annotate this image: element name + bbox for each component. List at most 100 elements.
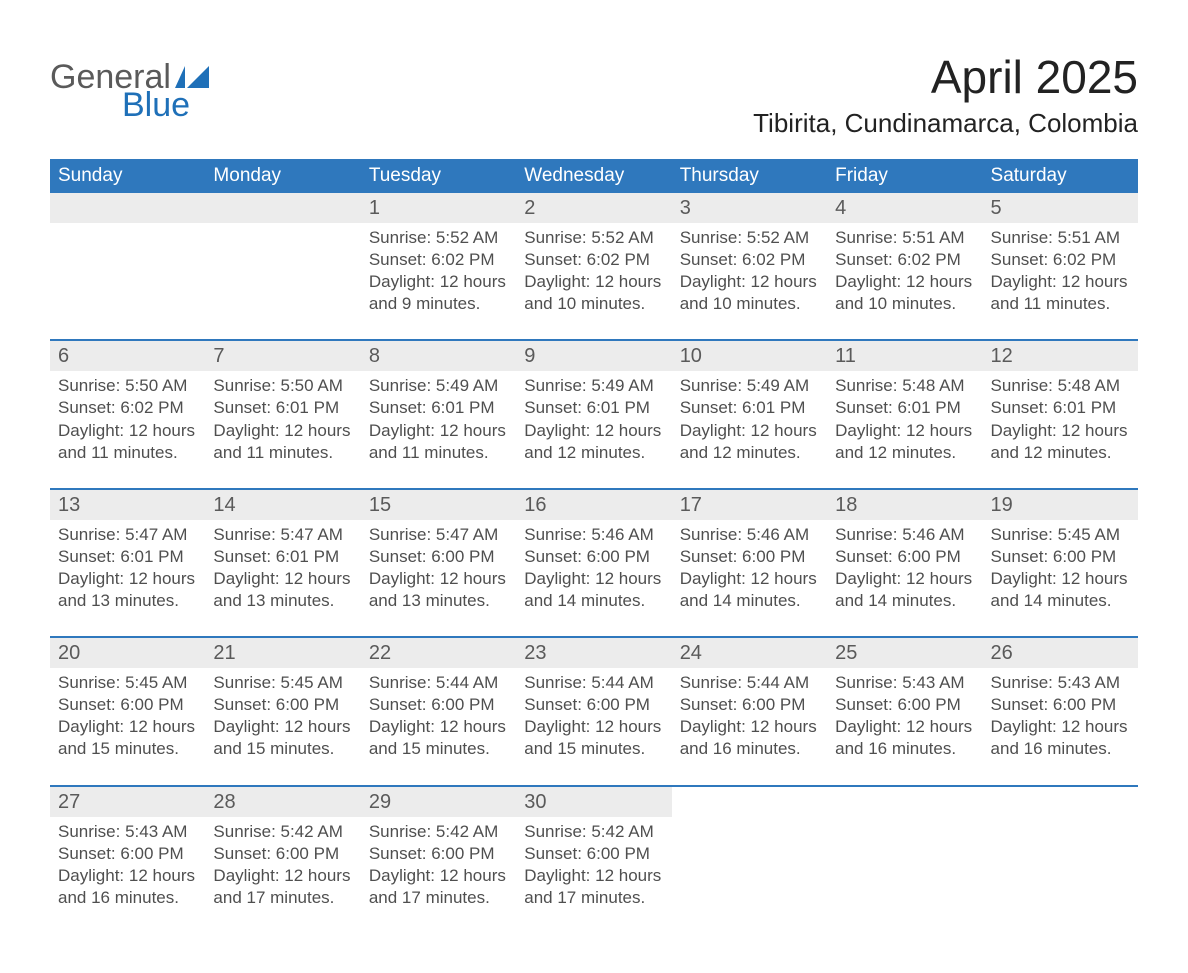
daylight-line: Daylight: 12 hours and 9 minutes.: [369, 271, 508, 315]
day-number: [205, 193, 360, 223]
weekday-header: Wednesday: [516, 159, 671, 193]
sunrise-line: Sunrise: 5:52 AM: [524, 227, 663, 249]
sunset-line: Sunset: 6:00 PM: [524, 694, 663, 716]
calendar-day-cell: 19Sunrise: 5:45 AMSunset: 6:00 PMDayligh…: [983, 489, 1138, 637]
daylight-line: Daylight: 12 hours and 12 minutes.: [991, 420, 1130, 464]
calendar-day-cell: 16Sunrise: 5:46 AMSunset: 6:00 PMDayligh…: [516, 489, 671, 637]
calendar-week-row: 20Sunrise: 5:45 AMSunset: 6:00 PMDayligh…: [50, 637, 1138, 785]
sunrise-line: Sunrise: 5:50 AM: [58, 375, 197, 397]
daylight-line: Daylight: 12 hours and 14 minutes.: [680, 568, 819, 612]
sunrise-line: Sunrise: 5:42 AM: [524, 821, 663, 843]
calendar-day-cell: 8Sunrise: 5:49 AMSunset: 6:01 PMDaylight…: [361, 340, 516, 488]
calendar-day-cell: 6Sunrise: 5:50 AMSunset: 6:02 PMDaylight…: [50, 340, 205, 488]
day-number: 10: [672, 341, 827, 371]
day-number: 23: [516, 638, 671, 668]
daylight-line: Daylight: 12 hours and 17 minutes.: [524, 865, 663, 909]
sunrise-line: Sunrise: 5:44 AM: [524, 672, 663, 694]
day-number: 19: [983, 490, 1138, 520]
calendar-week-row: 1Sunrise: 5:52 AMSunset: 6:02 PMDaylight…: [50, 193, 1138, 340]
day-number: 9: [516, 341, 671, 371]
sunrise-line: Sunrise: 5:43 AM: [835, 672, 974, 694]
sunset-line: Sunset: 6:01 PM: [58, 546, 197, 568]
sunrise-line: Sunrise: 5:43 AM: [991, 672, 1130, 694]
daylight-line: Daylight: 12 hours and 16 minutes.: [835, 716, 974, 760]
daylight-line: Daylight: 12 hours and 17 minutes.: [369, 865, 508, 909]
day-number: 18: [827, 490, 982, 520]
calendar-day-cell: 29Sunrise: 5:42 AMSunset: 6:00 PMDayligh…: [361, 786, 516, 933]
sunrise-line: Sunrise: 5:52 AM: [680, 227, 819, 249]
daylight-line: Daylight: 12 hours and 16 minutes.: [58, 865, 197, 909]
daylight-line: Daylight: 12 hours and 12 minutes.: [835, 420, 974, 464]
sunset-line: Sunset: 6:00 PM: [680, 546, 819, 568]
sunset-line: Sunset: 6:00 PM: [524, 546, 663, 568]
day-number: 20: [50, 638, 205, 668]
sunrise-line: Sunrise: 5:46 AM: [524, 524, 663, 546]
calendar-day-cell: 27Sunrise: 5:43 AMSunset: 6:00 PMDayligh…: [50, 786, 205, 933]
location: Tibirita, Cundinamarca, Colombia: [753, 108, 1138, 139]
day-number: 12: [983, 341, 1138, 371]
sunset-line: Sunset: 6:00 PM: [369, 843, 508, 865]
daylight-line: Daylight: 12 hours and 15 minutes.: [524, 716, 663, 760]
daylight-line: Daylight: 12 hours and 13 minutes.: [213, 568, 352, 612]
sunset-line: Sunset: 6:00 PM: [213, 694, 352, 716]
day-number: 5: [983, 193, 1138, 223]
sunrise-line: Sunrise: 5:49 AM: [524, 375, 663, 397]
sunset-line: Sunset: 6:00 PM: [991, 694, 1130, 716]
sunrise-line: Sunrise: 5:47 AM: [369, 524, 508, 546]
day-number: 2: [516, 193, 671, 223]
calendar-day-cell: 28Sunrise: 5:42 AMSunset: 6:00 PMDayligh…: [205, 786, 360, 933]
weekday-header: Tuesday: [361, 159, 516, 193]
weekday-header: Monday: [205, 159, 360, 193]
day-number: 16: [516, 490, 671, 520]
daylight-line: Daylight: 12 hours and 15 minutes.: [369, 716, 508, 760]
day-number: 17: [672, 490, 827, 520]
sunrise-line: Sunrise: 5:42 AM: [213, 821, 352, 843]
daylight-line: Daylight: 12 hours and 12 minutes.: [524, 420, 663, 464]
daylight-line: Daylight: 12 hours and 13 minutes.: [369, 568, 508, 612]
sunset-line: Sunset: 6:00 PM: [213, 843, 352, 865]
calendar-day-cell: 21Sunrise: 5:45 AMSunset: 6:00 PMDayligh…: [205, 637, 360, 785]
sunset-line: Sunset: 6:01 PM: [680, 397, 819, 419]
sunrise-line: Sunrise: 5:51 AM: [835, 227, 974, 249]
sunset-line: Sunset: 6:01 PM: [524, 397, 663, 419]
daylight-line: Daylight: 12 hours and 16 minutes.: [991, 716, 1130, 760]
topbar: General Blue April 2025 Tibirita, Cundin…: [50, 40, 1138, 153]
sunset-line: Sunset: 6:02 PM: [524, 249, 663, 271]
calendar-day-cell: 25Sunrise: 5:43 AMSunset: 6:00 PMDayligh…: [827, 637, 982, 785]
calendar-day-cell: 20Sunrise: 5:45 AMSunset: 6:00 PMDayligh…: [50, 637, 205, 785]
day-number: 4: [827, 193, 982, 223]
sunrise-line: Sunrise: 5:48 AM: [835, 375, 974, 397]
day-number: [983, 787, 1138, 817]
day-number: 14: [205, 490, 360, 520]
sunset-line: Sunset: 6:02 PM: [991, 249, 1130, 271]
sunset-line: Sunset: 6:02 PM: [369, 249, 508, 271]
daylight-line: Daylight: 12 hours and 17 minutes.: [213, 865, 352, 909]
day-number: [672, 787, 827, 817]
day-number: 25: [827, 638, 982, 668]
sunset-line: Sunset: 6:01 PM: [213, 546, 352, 568]
calendar-day-cell: 12Sunrise: 5:48 AMSunset: 6:01 PMDayligh…: [983, 340, 1138, 488]
daylight-line: Daylight: 12 hours and 14 minutes.: [835, 568, 974, 612]
sunset-line: Sunset: 6:01 PM: [991, 397, 1130, 419]
daylight-line: Daylight: 12 hours and 14 minutes.: [991, 568, 1130, 612]
calendar-day-cell: 9 Sunrise: 5:49 AMSunset: 6:01 PMDaylight…: [516, 340, 671, 488]
daylight-line: Daylight: 12 hours and 11 minutes.: [58, 420, 197, 464]
sunrise-line: Sunrise: 5:46 AM: [835, 524, 974, 546]
calendar-page: General Blue April 2025 Tibirita, Cundin…: [0, 0, 1188, 973]
sunset-line: Sunset: 6:00 PM: [835, 546, 974, 568]
day-number: 13: [50, 490, 205, 520]
sunset-line: Sunset: 6:02 PM: [835, 249, 974, 271]
calendar-day-cell: 7Sunrise: 5:50 AMSunset: 6:01 PMDaylight…: [205, 340, 360, 488]
sunrise-line: Sunrise: 5:44 AM: [680, 672, 819, 694]
calendar-day-cell: 18 Sunrise: 5:46 AMSunset: 6:00 PMDayligh…: [827, 489, 982, 637]
daylight-line: Daylight: 12 hours and 15 minutes.: [213, 716, 352, 760]
daylight-line: Daylight: 12 hours and 11 minutes.: [991, 271, 1130, 315]
day-number: 29: [361, 787, 516, 817]
day-number: [827, 787, 982, 817]
weekday-header: Friday: [827, 159, 982, 193]
calendar-day-cell: 2Sunrise: 5:52 AMSunset: 6:02 PMDaylight…: [516, 193, 671, 340]
month-title: April 2025: [753, 50, 1138, 104]
day-number: [50, 193, 205, 223]
calendar-day-cell: 24Sunrise: 5:44 AMSunset: 6:00 PMDayligh…: [672, 637, 827, 785]
calendar-day-cell: [205, 193, 360, 340]
